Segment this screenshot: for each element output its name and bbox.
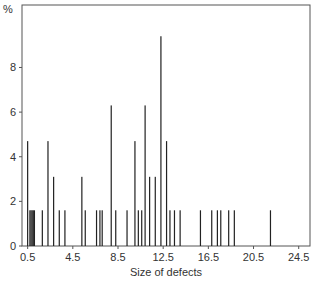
y-axis-label: %	[3, 3, 13, 15]
bar	[138, 210, 139, 246]
bar	[220, 210, 221, 246]
bar	[211, 210, 212, 246]
bar	[85, 210, 86, 246]
y-tick-label: 2	[10, 195, 16, 207]
bar	[30, 210, 31, 246]
bar	[53, 177, 54, 246]
bar	[126, 210, 127, 246]
bar	[42, 210, 43, 246]
y-tick-label: 6	[10, 106, 16, 118]
bar	[111, 105, 112, 246]
y-tick	[19, 156, 22, 157]
bar	[29, 210, 30, 246]
bar	[217, 210, 218, 246]
bar	[200, 210, 201, 246]
bar	[33, 210, 34, 246]
x-tick-label: 12.5	[152, 251, 173, 263]
bar	[174, 210, 175, 246]
x-tick-label: 16.5	[198, 251, 219, 263]
x-tick	[118, 246, 119, 249]
bar	[166, 141, 167, 246]
bars	[27, 36, 271, 246]
x-tick-label: 24.5	[288, 251, 309, 263]
x-tick	[72, 246, 73, 249]
bar	[180, 210, 181, 246]
x-axis-label: Size of defects	[130, 266, 203, 278]
y-tick-label: 8	[10, 61, 16, 73]
bar	[160, 36, 161, 246]
y-tick	[19, 201, 22, 202]
bar	[81, 177, 82, 246]
bar	[27, 141, 28, 246]
x-tick	[27, 246, 28, 249]
y-tick-label: 0	[10, 240, 16, 252]
x-tick	[208, 246, 209, 249]
bar	[234, 210, 235, 246]
bar	[99, 210, 100, 246]
plot-frame	[22, 5, 310, 246]
y-tick	[19, 112, 22, 113]
bar	[228, 210, 229, 246]
bar	[102, 210, 103, 246]
bar	[32, 210, 33, 246]
x-tick-label: 20.5	[243, 251, 264, 263]
bar	[134, 141, 135, 246]
bar	[270, 210, 271, 246]
y-tick	[19, 67, 22, 68]
bar	[145, 105, 146, 246]
bar	[64, 210, 65, 246]
bar	[47, 141, 48, 246]
y-tick-label: 4	[10, 151, 16, 163]
x-tick	[163, 246, 164, 249]
x-tick-label: 8.5	[110, 251, 125, 263]
bar	[34, 210, 35, 246]
bar	[141, 210, 142, 246]
bar	[59, 210, 60, 246]
x-tick-label: 4.5	[65, 251, 80, 263]
bar	[115, 210, 116, 246]
bar	[149, 177, 150, 246]
chart: 0 2 4 6 8 0.5 4.5 8.5 12.5 16.5 20.5 24.5 Size of de…	[0, 0, 312, 282]
bar	[169, 210, 170, 246]
bar	[155, 177, 156, 246]
bar	[96, 210, 97, 246]
x-tick	[298, 246, 299, 249]
x-tick	[253, 246, 254, 249]
y-tick	[19, 246, 22, 247]
x-tick-label: 0.5	[20, 251, 35, 263]
